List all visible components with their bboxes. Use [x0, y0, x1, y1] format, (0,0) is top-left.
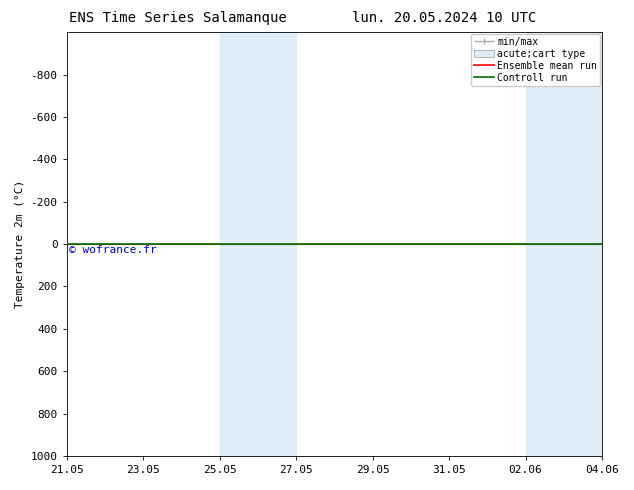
Y-axis label: Temperature 2m (°C): Temperature 2m (°C): [15, 180, 25, 308]
Bar: [526, 32, 602, 456]
Text: lun. 20.05.2024 10 UTC: lun. 20.05.2024 10 UTC: [352, 11, 536, 25]
Bar: [219, 32, 296, 456]
Text: © wofrance.fr: © wofrance.fr: [69, 245, 157, 255]
Legend: min/max, acute;cart type, Ensemble mean run, Controll run: min/max, acute;cart type, Ensemble mean …: [471, 34, 600, 86]
Text: ENS Time Series Salamanque: ENS Time Series Salamanque: [68, 11, 287, 25]
